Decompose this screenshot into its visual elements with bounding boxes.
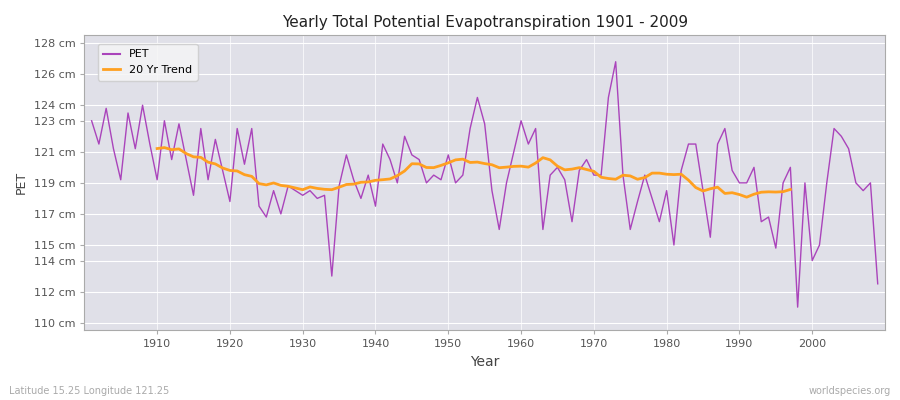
Y-axis label: PET: PET [15, 171, 28, 194]
Text: Latitude 15.25 Longitude 121.25: Latitude 15.25 Longitude 121.25 [9, 386, 169, 396]
X-axis label: Year: Year [470, 355, 500, 369]
Text: worldspecies.org: worldspecies.org [809, 386, 891, 396]
Legend: PET, 20 Yr Trend: PET, 20 Yr Trend [98, 44, 198, 80]
Title: Yearly Total Potential Evapotranspiration 1901 - 2009: Yearly Total Potential Evapotranspiratio… [282, 15, 688, 30]
